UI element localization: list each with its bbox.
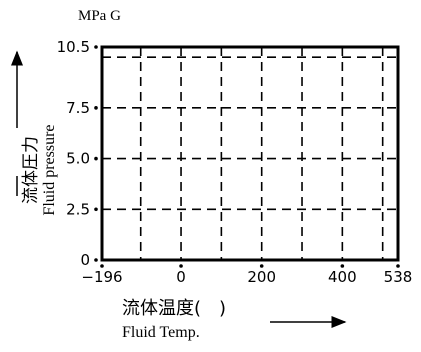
y-tick-label-3: 7.5 — [66, 99, 90, 117]
y-tick-mark-0 — [94, 258, 98, 262]
x-tick-mark-2 — [259, 264, 264, 268]
tick-labels: 02.55.07.510.5−196 0 200 400 538 — [57, 38, 413, 286]
y-tick-mark-1 — [94, 207, 98, 212]
x-tick-label-0: −196 — [81, 268, 122, 286]
x-tick-mark-4 — [396, 264, 400, 268]
x-tick-mark-1 — [179, 264, 183, 268]
y-tick-mark-2 — [94, 156, 98, 161]
x-axis-label: 流体温度( ) Fluid Temp. — [122, 298, 226, 344]
x-tick-label-1: 0 — [176, 268, 186, 286]
x-tick-label-4: 538 — [384, 268, 413, 286]
y-tick-mark-4 — [94, 45, 98, 49]
plot-frame — [100, 45, 400, 262]
y-tick-label-0: 0 — [80, 251, 90, 269]
y-tick-label-2: 5.0 — [66, 150, 90, 168]
y-tick-label-1: 2.5 — [66, 200, 90, 218]
x-tick-mark-0 — [100, 264, 104, 268]
y-tick-mark-3 — [94, 106, 98, 110]
x-axis-label-cn: 流体温度( ) — [122, 298, 227, 319]
x-tick-label-2: 200 — [247, 268, 276, 286]
y-tick-label-4: 10.5 — [57, 38, 90, 56]
y-unit-label: MPa G — [78, 8, 121, 24]
x-tick-mark-3 — [340, 264, 345, 268]
x-axis-label-en: Fluid Temp. — [122, 324, 200, 341]
grid — [102, 47, 398, 260]
x-tick-label-3: 400 — [328, 268, 357, 286]
